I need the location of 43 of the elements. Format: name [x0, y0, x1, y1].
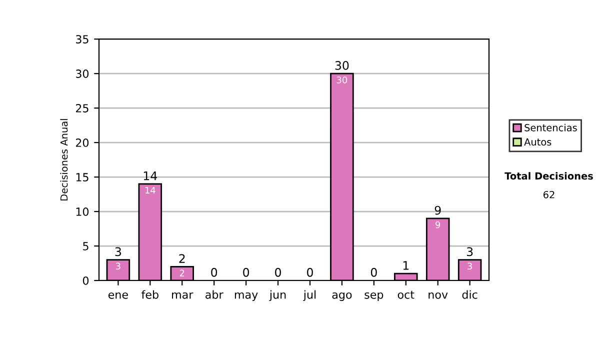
x-tick-label: feb: [142, 290, 158, 299]
total-label: 1: [403, 261, 409, 270]
data-label: 3: [468, 262, 472, 270]
text: Total Decisiones: [504, 172, 593, 180]
y-tick-label: 0: [82, 276, 89, 285]
text: 62: [543, 190, 554, 198]
x-tick-label: ene: [108, 292, 128, 299]
y-tick-label: 35: [76, 35, 88, 44]
y-tick-label: 15: [76, 173, 88, 182]
data-label: 14: [145, 186, 156, 194]
x-tick-label: abr: [206, 290, 224, 299]
y-tick-label: 10: [76, 208, 89, 216]
total-label: 14: [144, 172, 157, 180]
x-tick-label: jun: [269, 290, 286, 301]
legend-label: Sentencias: [524, 124, 577, 132]
x-tick-label: dic: [462, 290, 478, 299]
y-axis-title: Decisiones Anual: [60, 119, 68, 200]
x-tick-label: sep: [364, 292, 384, 301]
total-label: 9: [434, 206, 441, 215]
total-label: 30: [335, 60, 349, 70]
y-tick-label: 20: [76, 138, 89, 147]
y-tick-label: 25: [76, 104, 88, 112]
total-label: 0: [211, 268, 218, 277]
x-tick-label: ago: [332, 292, 352, 301]
y-tick-label: 30: [76, 70, 89, 78]
data-label: 3: [116, 262, 120, 270]
y-tick-label: 5: [83, 242, 88, 250]
total-label: 0: [370, 268, 377, 277]
x-tick-label: may: [234, 292, 258, 301]
total-label: 3: [115, 247, 121, 256]
total-label: 3: [466, 247, 473, 256]
total-label: 0: [243, 268, 250, 277]
x-tick-label: nov: [428, 292, 448, 299]
data-label: 9: [436, 221, 440, 228]
total-label: 0: [307, 268, 313, 277]
x-tick-label: oct: [398, 290, 414, 299]
x-tick-label: jul: [303, 290, 316, 301]
x-tick-label: mar: [172, 292, 194, 299]
data-label: 2: [180, 270, 184, 276]
data-label: 30: [336, 76, 348, 84]
legend-label: Autos: [524, 138, 552, 146]
total-label: 2: [179, 254, 185, 263]
total-label: 0: [275, 268, 281, 277]
